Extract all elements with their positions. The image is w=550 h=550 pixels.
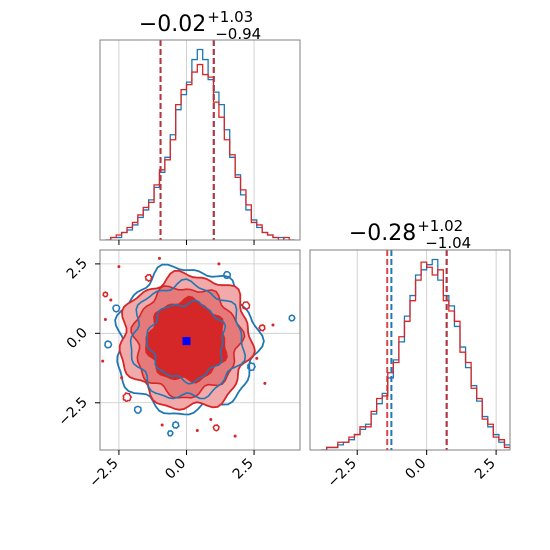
- bottom-right-histogram-blue: [321, 258, 510, 450]
- bottom-left-ytick-label-0: 2.5: [64, 255, 91, 282]
- ticks-top-left: [118, 240, 255, 245]
- bottom-left-xtick-label-2: 2.5: [230, 456, 257, 483]
- title-bottom-right-plus: +1.02: [417, 217, 463, 235]
- axes-frame-top-left: [99, 39, 301, 241]
- bottom-right-xtick-label-0: −2.5: [325, 456, 360, 491]
- axes-frame-bottom-left: [99, 249, 301, 451]
- contour-blue-inner: [146, 299, 227, 385]
- bottom-right-xtick-label-1: 0.0: [402, 456, 429, 483]
- contour-island-0: [112, 304, 121, 313]
- bottom-left-xtick-label-0: −2.5: [86, 456, 121, 491]
- bottom-right-histogram-red: [321, 261, 510, 450]
- title-top-left-median: −0.02: [139, 12, 206, 37]
- axes-frame-bottom-right: [309, 249, 511, 451]
- contour-blue-mid: [129, 278, 247, 400]
- contour-scatter-point-0: [103, 317, 107, 321]
- contour-island-1: [122, 392, 133, 402]
- contour-scatter-point-12: [255, 356, 259, 360]
- contour-scatter-point-5: [233, 434, 237, 438]
- title-bottom-right-minus: −1.04: [425, 234, 471, 252]
- contour-scatter-point-8: [117, 265, 121, 269]
- title-bottom-right: −0.28+1.02 −1.04: [349, 217, 471, 252]
- quantile-lines-bottom-right: [386, 250, 448, 450]
- title-top-left: −0.02+1.03 −0.94: [139, 8, 261, 43]
- title-bottom-right-median: −0.28: [349, 221, 416, 246]
- truth-marker: [182, 337, 191, 346]
- contour-island-7: [104, 340, 113, 349]
- histogram-bottom-right-series: [321, 258, 510, 450]
- contour-island-2: [133, 405, 142, 414]
- bottom-right-xtick-label-2: 2.5: [472, 456, 499, 483]
- title-top-left-minus: −0.94: [215, 25, 261, 43]
- contour-bottom-left: [101, 256, 296, 438]
- contour-island-6: [246, 362, 256, 372]
- contour-island-5: [241, 301, 251, 311]
- contour-island-8: [258, 324, 266, 332]
- panel-bottom-left-contour: −2.5 0.0 2.5 2.5 0.0 −2.5: [55, 249, 301, 491]
- contour-island-4: [212, 424, 220, 432]
- contour-scatter-point-3: [160, 423, 164, 427]
- bottom-left-ytick-label-2: −2.5: [55, 394, 90, 429]
- top-left-histogram-blue: [105, 48, 295, 240]
- contour-island-13: [166, 430, 174, 437]
- bottom-left-xtick-label-1: 0.0: [162, 456, 189, 483]
- grid-bottom-right: [356, 250, 497, 450]
- contour-scatter-point-4: [195, 429, 199, 433]
- title-top-left-plus: +1.03: [207, 8, 253, 26]
- contour-island-12: [102, 291, 109, 298]
- contour-island-10: [144, 273, 153, 283]
- contour-scatter-point-13: [101, 359, 105, 363]
- contour-scatter-point-7: [271, 323, 275, 327]
- contour-scatter-point-9: [217, 262, 221, 266]
- panel-top-left-histogram: −0.02+1.03 −0.94: [99, 8, 301, 245]
- contour-scatter-point-2: [120, 376, 124, 380]
- histogram-top-left-series: [105, 48, 295, 240]
- ticks-bottom-right: −2.5 0.0 2.5: [325, 450, 499, 491]
- contour-scatter-point-6: [263, 381, 267, 385]
- contour-island-11: [288, 314, 296, 322]
- contour-scatter-point-1: [109, 298, 113, 302]
- panel-bottom-right-histogram: −2.5 0.0 2.5 −0.28+1.02 −1.04: [309, 217, 511, 491]
- grid-top-left: [118, 40, 255, 240]
- contour-island-3: [171, 420, 180, 429]
- contour-scatter-point-10: [157, 256, 161, 260]
- quantile-lines-top-left: [159, 40, 215, 240]
- top-left-histogram-red: [105, 63, 295, 240]
- contour-island-9: [223, 270, 232, 280]
- bottom-left-ytick-label-1: 0.0: [64, 325, 91, 352]
- contour-scatter-point-11: [209, 417, 213, 421]
